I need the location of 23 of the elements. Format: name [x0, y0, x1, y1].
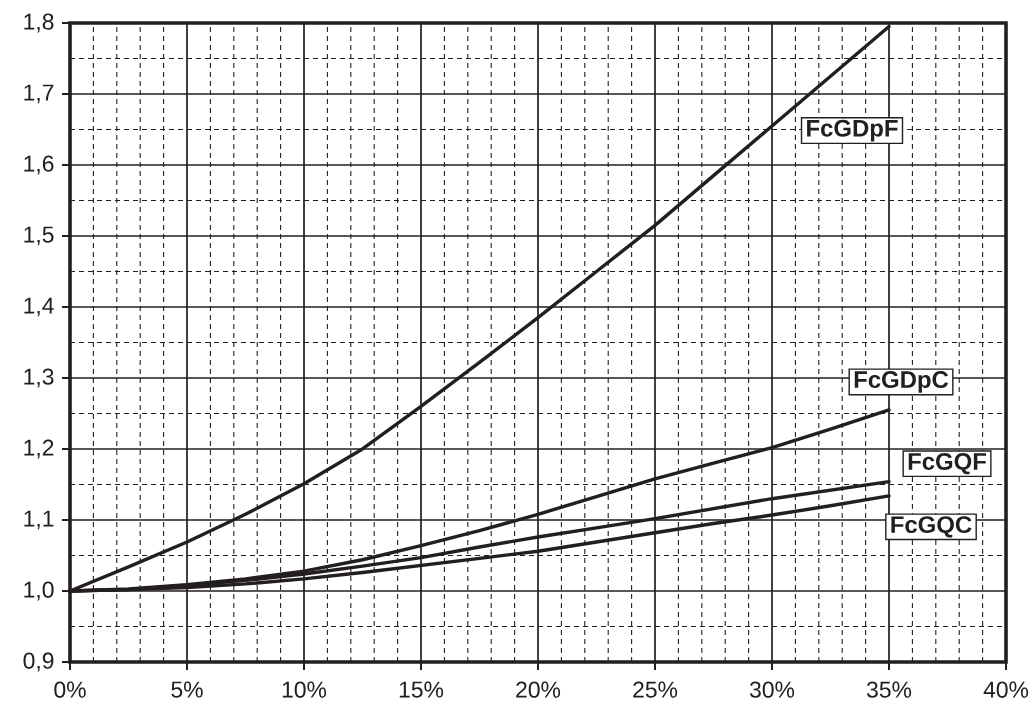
series-label: FcGQF: [908, 452, 986, 475]
series-label: FcGQC: [891, 516, 972, 538]
y-tick-label: 1,4: [24, 297, 54, 317]
x-tick-label: 5%: [171, 681, 203, 698]
y-tick-label: 0,9: [23, 652, 54, 672]
series-label: FcGDpF: [807, 119, 898, 142]
y-tick-label: 1,5: [24, 226, 54, 246]
y-tick-label: 1,2: [24, 439, 54, 459]
series-label: FcGDpC: [854, 371, 949, 393]
y-tick-label: 1,8: [24, 13, 54, 33]
x-tick-label: 30%: [749, 681, 795, 698]
x-tick-label: 40%: [983, 681, 1029, 698]
y-tick-label: 1,3: [24, 368, 54, 388]
y-tick-label: 1,6: [24, 155, 54, 175]
x-tick-label: 35%: [866, 681, 912, 698]
x-tick-label: 10%: [282, 681, 327, 698]
x-tick-label: 0%: [54, 681, 86, 698]
x-tick-label: 20%: [516, 681, 561, 698]
x-tick-label: 15%: [399, 681, 444, 698]
y-tick-label: 1,7: [24, 84, 54, 104]
y-tick-label: 1,1: [24, 510, 54, 530]
y-tick-label: 1,0: [24, 581, 54, 601]
x-tick-label: 25%: [633, 681, 678, 698]
